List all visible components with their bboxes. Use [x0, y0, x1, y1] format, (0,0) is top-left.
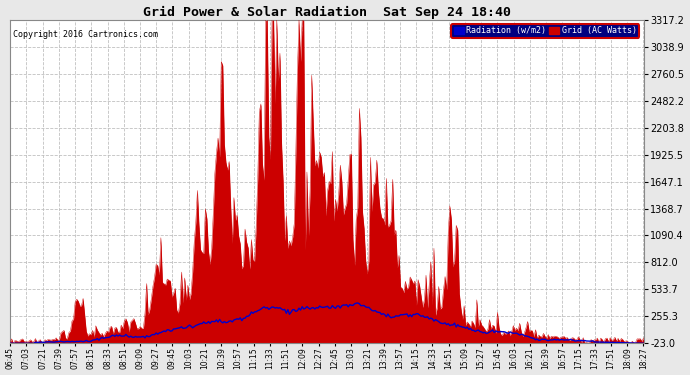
Text: Copyright 2016 Cartronics.com: Copyright 2016 Cartronics.com [13, 30, 158, 39]
Title: Grid Power & Solar Radiation  Sat Sep 24 18:40: Grid Power & Solar Radiation Sat Sep 24 … [143, 6, 511, 19]
Legend: Radiation (w/m2), Grid (AC Watts): Radiation (w/m2), Grid (AC Watts) [451, 24, 640, 38]
